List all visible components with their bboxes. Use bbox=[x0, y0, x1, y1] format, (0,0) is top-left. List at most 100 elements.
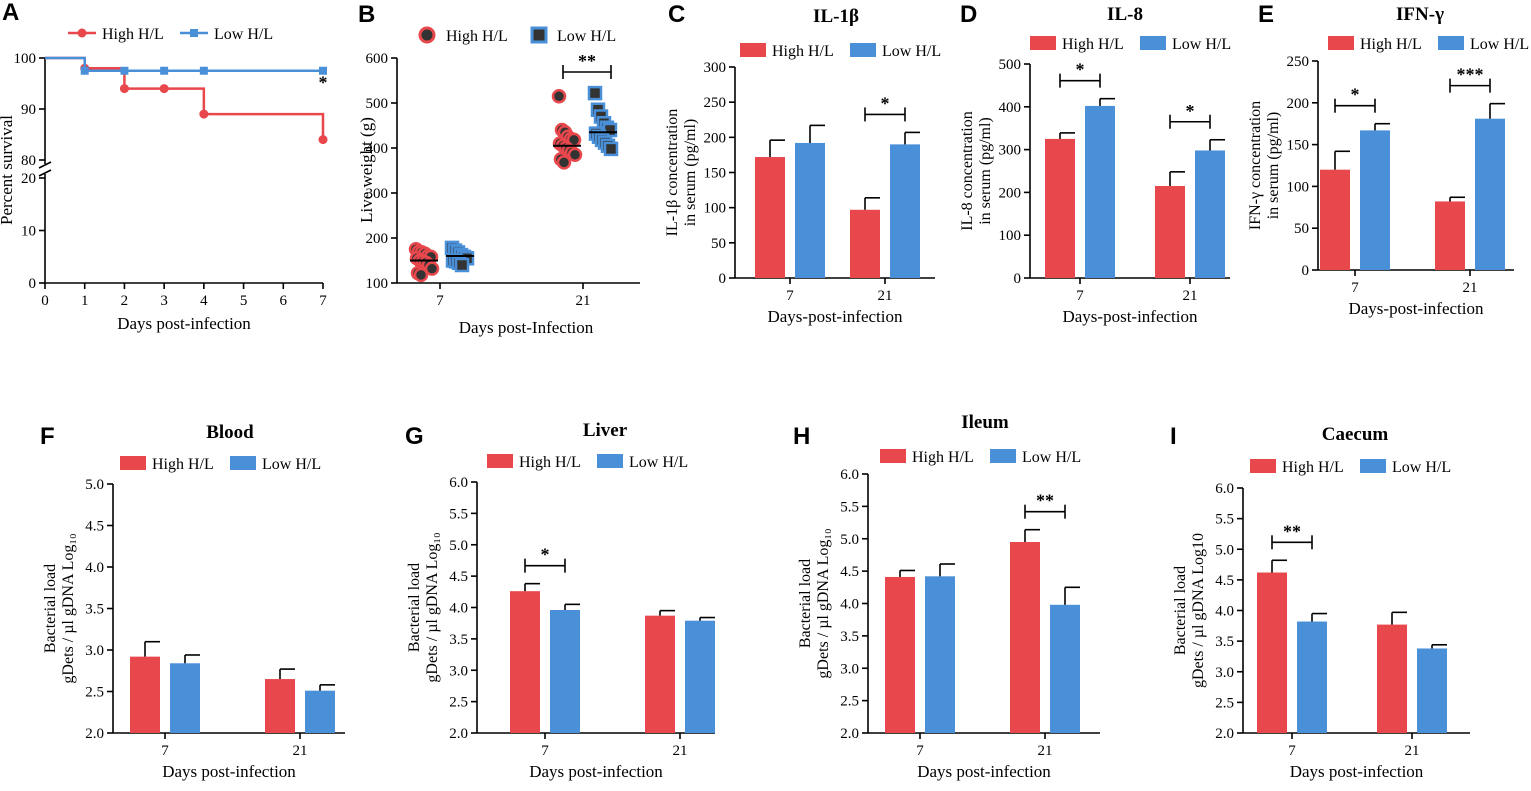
scatter-point-high bbox=[551, 89, 567, 104]
legend-swatch-low bbox=[1438, 36, 1464, 50]
legend-label-low: Low H/L bbox=[262, 456, 321, 473]
x-tick-label: 21 bbox=[293, 743, 308, 759]
chart-title: IFN-γ bbox=[1396, 4, 1444, 25]
legend-label-low: Low H/L bbox=[629, 454, 688, 471]
y-tick-label: 2.5 bbox=[449, 695, 468, 711]
sig-label: ** bbox=[1036, 491, 1054, 511]
y-tick-label: 5.5 bbox=[840, 499, 859, 515]
x-tick-label: 0 bbox=[41, 293, 49, 309]
legend-label-low: Low H/L bbox=[1470, 36, 1529, 53]
panel-C: C IL-1β High H/L Low H/L 0 50 100 150 200 250 300 I… bbox=[664, 1, 941, 326]
y-tick-label: 3.0 bbox=[449, 663, 468, 679]
x-axis-label: Days-post-infection bbox=[767, 307, 903, 326]
x-axis-label: Days post-infection bbox=[117, 314, 251, 333]
y-axis-label: Live weight (g) bbox=[357, 117, 376, 223]
y-tick-label: 2.0 bbox=[840, 726, 859, 742]
bar-high bbox=[885, 576, 915, 733]
y-tick-label: 80 bbox=[21, 153, 36, 169]
y-tick-label: 200 bbox=[704, 130, 727, 146]
y-axis-label: IFN-γ concentration bbox=[1247, 101, 1264, 230]
bar-low bbox=[685, 620, 715, 733]
panel-letter: E bbox=[1258, 1, 1274, 28]
bar-high bbox=[645, 615, 675, 733]
x-tick-label: 7 bbox=[161, 743, 169, 759]
panel-B: B High H/L Low H/L 100 200 300 400 500 600 Live w… bbox=[357, 1, 640, 337]
y-tick-label: 4.0 bbox=[1215, 604, 1234, 620]
bar-low bbox=[925, 576, 955, 733]
panel-letter: F bbox=[40, 423, 55, 450]
sig-label: * bbox=[1076, 60, 1085, 80]
legend-swatch-high bbox=[120, 456, 146, 470]
panel-letter: H bbox=[793, 423, 810, 450]
bar-high bbox=[1377, 624, 1407, 733]
y-tick-label: 500 bbox=[999, 57, 1022, 73]
y-tick-label: 100 bbox=[366, 276, 389, 292]
chart-title: IL-8 bbox=[1107, 4, 1143, 25]
y-tick-label: 90 bbox=[21, 102, 36, 118]
y-tick-label: 20 bbox=[21, 171, 36, 187]
bar-low bbox=[795, 142, 825, 278]
x-axis-label: Days-post-infection bbox=[1348, 299, 1484, 318]
y-tick-label: 6.0 bbox=[449, 475, 468, 491]
legend-label-high: High H/L bbox=[152, 456, 214, 473]
bar-low bbox=[1360, 130, 1390, 270]
y-tick-label: 0 bbox=[719, 271, 727, 287]
bar-high bbox=[1010, 541, 1040, 733]
y-tick-label: 5.0 bbox=[1215, 542, 1234, 558]
y-tick-label: 600 bbox=[366, 51, 389, 67]
y-axis-label: in serum (pg/ml) bbox=[977, 117, 994, 225]
survival-point-low bbox=[160, 66, 169, 75]
scatter-point-low bbox=[454, 257, 470, 273]
y-axis-label: gDets / µl gDNA Log₁₀ bbox=[424, 532, 441, 682]
panel-letter: B bbox=[358, 1, 375, 28]
y-tick-label: 5.0 bbox=[85, 477, 104, 493]
legend-swatch-low bbox=[597, 454, 623, 468]
legend-swatch-high bbox=[880, 449, 906, 463]
x-tick-label: 7 bbox=[541, 743, 549, 759]
legend-marker-low bbox=[530, 26, 548, 44]
x-tick-label: 5 bbox=[240, 293, 248, 309]
y-tick-label: 100 bbox=[704, 201, 727, 217]
y-axis-label: in serum (pg/ml) bbox=[682, 119, 699, 227]
x-tick-label: 21 bbox=[673, 743, 688, 759]
legend-label-high: High H/L bbox=[446, 28, 508, 45]
y-tick-label: 3.0 bbox=[840, 661, 859, 677]
axis-break-mark bbox=[38, 169, 52, 177]
x-tick-label: 7 bbox=[916, 743, 924, 759]
x-tick-label: 7 bbox=[1351, 280, 1359, 296]
bar-high bbox=[1045, 138, 1075, 278]
bar-high bbox=[510, 591, 540, 733]
panel-H: H Ileum High H/L Low H/L 2.0 2.5 3.0 3.5 4.0 4.5 5… bbox=[793, 412, 1100, 781]
y-tick-label: 4.5 bbox=[1215, 573, 1234, 589]
y-tick-label: 5.0 bbox=[449, 538, 468, 554]
chart-title: Blood bbox=[206, 422, 254, 443]
x-tick-label: 21 bbox=[1038, 743, 1053, 759]
y-axis-label: Bacterial load bbox=[42, 564, 59, 653]
bar-low bbox=[170, 663, 200, 733]
y-tick-label: 2.0 bbox=[85, 726, 104, 742]
y-tick-label: 4.5 bbox=[840, 564, 859, 580]
legend-label-high: High H/L bbox=[1062, 36, 1124, 53]
sig-label: * bbox=[1186, 101, 1195, 121]
legend-label-low: Low H/L bbox=[557, 28, 616, 45]
survival-point-low bbox=[199, 66, 208, 75]
bar-low bbox=[1085, 105, 1115, 278]
y-tick-label: 200 bbox=[999, 185, 1022, 201]
x-tick-label: 3 bbox=[160, 293, 168, 309]
panel-I: I Caecum High H/L Low H/L 2.0 2.5 3.0 3.5 4.0 4.5… bbox=[1170, 423, 1470, 781]
legend-swatch-high bbox=[740, 43, 766, 57]
sig-label: *** bbox=[1457, 65, 1484, 85]
bar-high bbox=[1320, 169, 1350, 270]
scatter-point-low bbox=[587, 85, 603, 101]
x-tick-label: 7 bbox=[436, 293, 444, 309]
panel-A: A High H/L Low H/L 80 90 100 0 10 20 0 1 2 3 4 5 6 7 Perc… bbox=[0, 0, 328, 333]
legend-swatch-high bbox=[1250, 459, 1276, 473]
y-tick-label: 3.5 bbox=[840, 629, 859, 645]
y-tick-label: 6.0 bbox=[840, 467, 859, 483]
legend-label-low: Low H/L bbox=[1022, 449, 1081, 466]
scatter-point-low bbox=[603, 141, 619, 157]
y-axis-label: Percent survival bbox=[0, 115, 16, 225]
panel-letter: A bbox=[2, 0, 19, 26]
y-tick-label: 3.5 bbox=[449, 632, 468, 648]
y-axis-label: gDets / µl gDNA Log10 bbox=[1190, 533, 1207, 688]
